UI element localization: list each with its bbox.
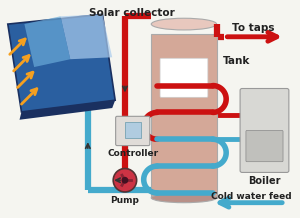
Text: Boiler: Boiler	[248, 176, 281, 186]
FancyBboxPatch shape	[246, 130, 283, 162]
Polygon shape	[20, 100, 115, 120]
Polygon shape	[61, 14, 112, 59]
FancyBboxPatch shape	[160, 58, 208, 97]
Ellipse shape	[151, 193, 217, 203]
Bar	[151, 34, 217, 198]
Text: To taps: To taps	[232, 23, 275, 33]
Bar	[125, 122, 140, 138]
Polygon shape	[8, 14, 115, 112]
Circle shape	[122, 177, 128, 184]
Text: Solar collector: Solar collector	[89, 9, 175, 19]
Text: Pump: Pump	[110, 196, 140, 205]
FancyBboxPatch shape	[116, 116, 150, 146]
FancyBboxPatch shape	[240, 89, 289, 172]
Polygon shape	[24, 16, 70, 67]
Circle shape	[113, 169, 136, 192]
Text: Cold water feed: Cold water feed	[212, 192, 292, 201]
Text: Tank: Tank	[223, 56, 250, 66]
Ellipse shape	[151, 18, 217, 30]
Text: Controller: Controller	[107, 149, 158, 158]
